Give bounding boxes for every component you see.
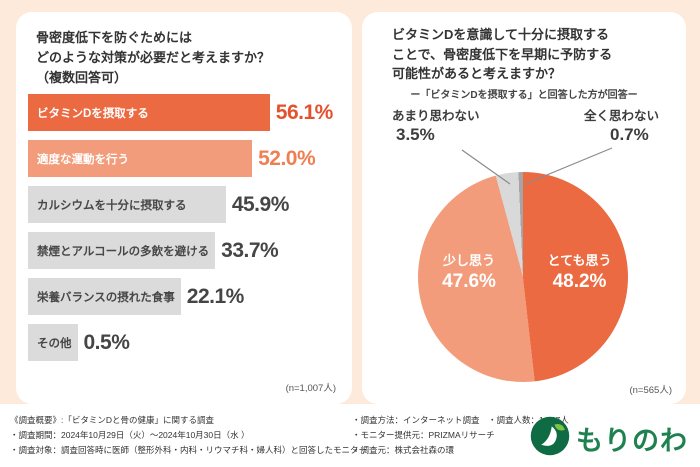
bar-segment: 禁煙とアルコールの多飲を避ける: [28, 232, 216, 269]
pie-slice-label: あまり思わない: [392, 109, 480, 123]
pie-slice-label: 少し思う: [442, 253, 495, 268]
bar-chart-title-line3: （複数回答可）: [36, 70, 128, 86]
pie-chart-title: ビタミンDを意識して十分に摂取する ことで、骨密度低下を早期に予防する 可能性が…: [392, 25, 612, 84]
bar-chart-sample-size: (n=1,007人): [285, 383, 336, 394]
pie-slice-label: 全く思わない: [584, 109, 660, 123]
bar-row: 栄養バランスの摂れた食事 22.1%: [28, 278, 346, 315]
logo-text: もりのわ: [576, 426, 688, 456]
pie-slice-label: とても思う: [547, 253, 612, 268]
pie-slice-value: 3.5%: [396, 125, 435, 144]
survey-period-line: ・調査期間：2024年10月29日（火）～2024年10月30日（水 ）: [10, 429, 250, 440]
bar-category-label: 禁煙とアルコールの多飲を避ける: [37, 245, 210, 258]
bar-value-label: 45.9%: [231, 192, 290, 216]
pie-outside-label-amari: あまり思わない 3.5%: [392, 109, 480, 145]
bar-row: 適度な運動を行う 52.0%: [28, 140, 346, 177]
bar-value-label: 56.1%: [275, 100, 334, 124]
pie-slice-value: 48.2%: [552, 270, 607, 292]
pie-inside-label-sukoshi: 少し思う 47.6%: [422, 252, 516, 293]
bar-category-label: ビタミンDを摂取する: [37, 107, 149, 120]
bar-segment: その他: [28, 324, 78, 361]
bar-segment: ビタミンDを摂取する: [28, 94, 270, 131]
bar-segment: カルシウムを十分に摂取する: [28, 186, 226, 223]
bar-category-label: 適度な運動を行う: [37, 153, 129, 166]
bar-row: ビタミンDを摂取する 56.1%: [28, 94, 346, 131]
survey-source-line: ・調査元：株式会社森の環: [352, 444, 455, 455]
bar-row: カルシウムを十分に摂取する 45.9%: [28, 186, 346, 223]
pie-chart-subtitle: ー「ビタミンDを摂取する」と回答した方が回答ー: [410, 90, 638, 101]
survey-footer: 《調査概要》:「ビタミンDと骨の健康」に関する調査 ・調査期間：2024年10月…: [0, 404, 700, 467]
bar-row: 禁煙とアルコールの多飲を避ける 33.7%: [28, 232, 346, 269]
bar-chart-card: 骨密度低下を防ぐためには どのような対策が必要だと考えますか？ （複数回答可） …: [16, 12, 352, 404]
bar-chart-title-line2: どのような対策が必要だと考えますか？: [36, 50, 271, 66]
bar-chart-title-line1: 骨密度低下を防ぐためには: [36, 30, 193, 45]
bar-chart-title: 骨密度低下を防ぐためには どのような対策が必要だと考えますか？ （複数回答可）: [36, 28, 270, 88]
bar-segment: 適度な運動を行う: [28, 140, 253, 177]
bar-category-label: カルシウムを十分に摂取する: [37, 199, 187, 212]
bar-segment: 栄養バランスの摂れた食事: [28, 278, 181, 315]
pie-circle: [418, 172, 628, 382]
survey-overview-line: 《調査概要》:「ビタミンDと骨の健康」に関する調査: [10, 415, 215, 425]
survey-overview-right: ・調査方法：インターネット調査 ・調査人数：1,007人 ・モニター提供元：PR…: [352, 413, 569, 458]
pie-chart-title-line3: 可能性があると考えますか？: [392, 66, 562, 81]
pie-chart-sample-size: (n=565人): [629, 385, 672, 396]
pie-outside-label-mattaku: 全く思わない 0.7%: [584, 109, 659, 145]
pie-chart-card: ビタミンDを意識して十分に摂取する ことで、骨密度低下を早期に予防する 可能性が…: [362, 12, 686, 404]
survey-monitor-line: ・モニター提供元：PRIZMAリサーチ: [352, 429, 495, 440]
pie-chart-title-line2: ことで、骨密度低下を早期に予防する: [392, 46, 613, 62]
survey-method-line: ・調査方法：インターネット調査 ・調査人数：1,007人: [352, 415, 569, 425]
pie-chart-title-line1: ビタミンDを意識して十分に摂取する: [392, 27, 609, 42]
bar-value-label: 22.1%: [186, 284, 245, 308]
bar-value-label: 0.5%: [83, 330, 130, 354]
bar-category-label: その他: [37, 337, 72, 350]
bar-row: その他 0.5%: [28, 324, 346, 361]
bar-category-label: 栄養バランスの摂れた食事: [37, 291, 175, 304]
bar-rows: ビタミンDを摂取する 56.1% 適度な運動を行う 52.0% カルシウムを十分に摂取す…: [28, 94, 346, 370]
bar-value-label: 33.7%: [221, 238, 279, 262]
bar-value-label: 52.0%: [258, 146, 316, 170]
pie-slice-value: 0.7%: [610, 125, 649, 144]
survey-target-line: ・調査対象：調査回答時に医師（整形外科・内科・リウマチ科・婦人科）と回答したモニ…: [10, 444, 368, 455]
leaf-circle-icon: [529, 415, 571, 462]
pie-inside-label-totemo: とても思う 48.2%: [532, 252, 627, 293]
pie-slice-value: 47.6%: [442, 270, 496, 292]
morinowa-logo: もりのわ: [529, 415, 688, 462]
survey-overview-left: 《調査概要》:「ビタミンDと骨の健康」に関する調査 ・調査期間：2024年10月…: [10, 413, 367, 458]
